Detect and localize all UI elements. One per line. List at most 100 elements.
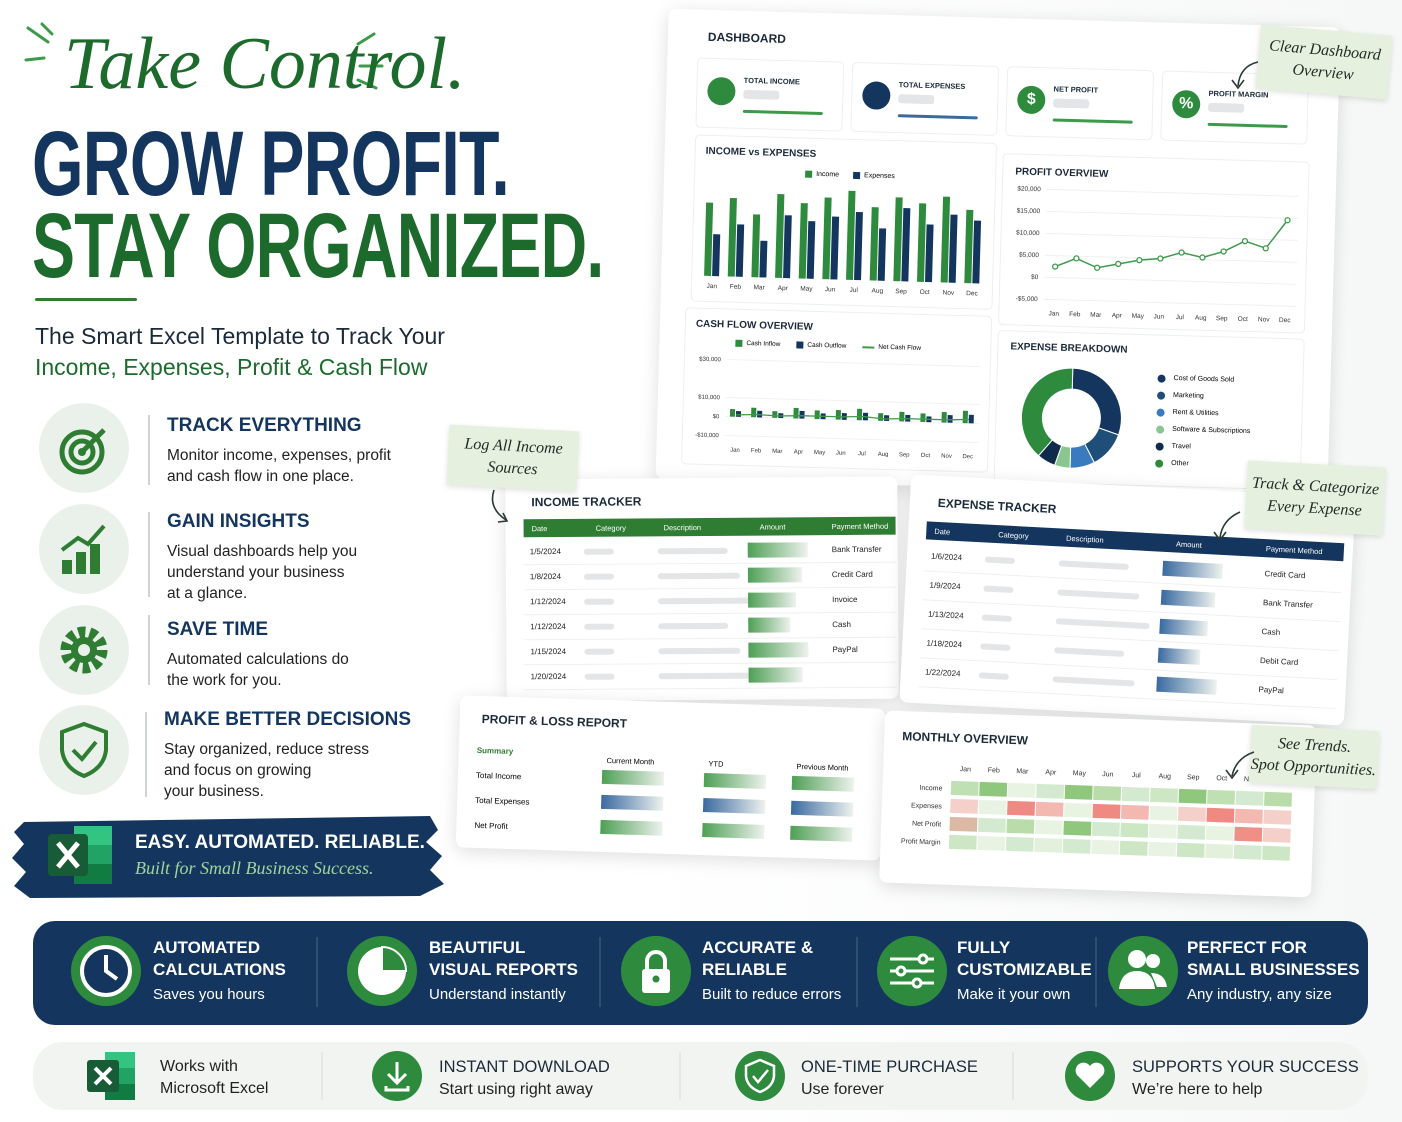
bar [962, 410, 968, 424]
benefit-title: ACCURATE & RELIABLE [702, 938, 814, 980]
x-tick-label: Mar [1090, 312, 1102, 319]
placeholder [584, 648, 615, 655]
bar [893, 197, 903, 282]
x-tick-label: Apr [794, 449, 804, 455]
column-header: Description [663, 523, 702, 533]
grid-line [725, 396, 980, 406]
x-tick-label: Aug [1158, 773, 1171, 780]
bar [941, 412, 947, 423]
heat-cell [1234, 808, 1263, 824]
x-tick-label: Mar [1016, 768, 1029, 775]
kpi-bar [742, 109, 823, 116]
placeholder [1058, 559, 1129, 570]
kpi-value-placeholder [743, 89, 780, 100]
heat-cell [1091, 821, 1120, 837]
heat-cell [1035, 801, 1064, 817]
kpi-label: PROFIT MARGIN [1208, 88, 1269, 100]
legend-label: Expenses [863, 172, 895, 181]
benefit-title: FULLY CUSTOMIZABLE [957, 938, 1092, 980]
bar [775, 194, 785, 278]
heat-cell [1120, 822, 1149, 838]
x-tick-label: Jul [1132, 772, 1142, 779]
feature-title: TRACK EVERYTHING [167, 415, 362, 436]
heatmap: JanFebMarAprMayJunJulAugSepOctNovDecInco… [901, 766, 1293, 861]
legend-swatch [1155, 458, 1164, 468]
x-tick-label: Oct [1216, 775, 1227, 782]
payment-method: Credit Card [831, 569, 873, 579]
table-row: 1/8/2024 Credit Card [523, 561, 896, 591]
date: 1/8/2024 [529, 571, 562, 581]
legend-label: Other [1171, 459, 1189, 468]
line-chart: $20,000 $15,000 $10,000 $5,000 $0 -$5,000 Jan F… [1016, 186, 1299, 324]
kpi-label: TOTAL INCOME [743, 75, 801, 87]
date: 1/6/2024 [930, 551, 963, 562]
row-label: Profit Margin [901, 838, 941, 846]
y-tick-label: -$10,000 [695, 433, 720, 440]
dashboard-title: DASHBOARD [707, 29, 787, 46]
value-placeholder [790, 800, 854, 817]
divider [35, 298, 137, 301]
heat-cell [948, 834, 977, 850]
kpi-card: TOTAL EXPENSES [850, 61, 1000, 136]
table-row: 1/15/2024 PayPal [524, 636, 897, 666]
feature-title: GAIN INSIGHTS [167, 511, 310, 532]
panel: EXPENSE BREAKDOWN Cost of Goods Sold Mark… [993, 330, 1305, 491]
point [1073, 255, 1080, 262]
kpi-icon [707, 76, 736, 106]
y-tick-label: $5,000 [1019, 252, 1039, 260]
y-tick-label: $20,000 [1017, 186, 1041, 194]
panel-title: INCOME TRACKER [531, 494, 642, 510]
bar [916, 203, 927, 282]
x-tick-label: Jul [858, 451, 866, 457]
bar [947, 415, 953, 423]
amount-placeholder [1160, 589, 1216, 608]
footer-item: ONE-TIME PURCHASE Use forever [801, 1056, 978, 1101]
grid-line [1044, 254, 1297, 263]
table-row: 1/5/2024 Bank Transfer [523, 536, 896, 566]
x-tick-label: Oct [1238, 316, 1248, 323]
placeholder [584, 598, 615, 605]
legend-label: Income [816, 170, 840, 179]
heat-cell [1120, 804, 1149, 820]
benefit-text: Any industry, any size [1187, 986, 1332, 1004]
x-tick-label: Jun [825, 286, 836, 293]
bar [822, 197, 832, 280]
y-tick-label: -$5,000 [1016, 296, 1039, 304]
row-label: Total Income [475, 770, 522, 782]
heat-cell [950, 798, 979, 814]
point [1115, 260, 1122, 268]
footer-text: We’re here to help [1132, 1081, 1263, 1099]
heat-cell [978, 799, 1007, 815]
legend-item: Income [805, 170, 840, 179]
y-tick-label: $10,000 [1016, 229, 1040, 237]
placeholder [981, 613, 1013, 622]
legend-swatch [735, 339, 743, 347]
kpi-value-placeholder [1053, 98, 1090, 109]
feature-text: Visual dashboards help you understand yo… [167, 543, 358, 602]
bar [924, 224, 934, 283]
bar [799, 410, 805, 419]
heat-cell [1148, 823, 1177, 839]
amount-placeholder [748, 591, 797, 608]
bar [735, 411, 742, 417]
x-tick-label: Jan [960, 766, 972, 773]
placeholder [658, 597, 753, 604]
heat-cell [1178, 788, 1207, 804]
benefit-title: BEAUTIFUL VISUAL REPORTS [429, 938, 578, 980]
panel-title: MONTHLY OVERVIEW [902, 729, 1029, 748]
y-tick-label: $15,000 [1017, 208, 1041, 216]
feature-text: Automated calculations do the work for y… [167, 651, 349, 689]
bar [772, 411, 778, 418]
column-header: Payment Method [1265, 544, 1323, 557]
value-placeholder [791, 775, 855, 792]
x-tick-label: Apr [1112, 312, 1123, 319]
legend-swatch [1156, 407, 1165, 417]
placeholder [1055, 617, 1150, 629]
payment-method: Cash [1261, 626, 1281, 637]
footer-text: Start using right away [439, 1081, 593, 1099]
legend-label: Cash Inflow [746, 340, 781, 348]
payment-method: PayPal [1258, 684, 1285, 695]
x-tick-label: Jun [1102, 771, 1114, 778]
bar [806, 221, 816, 279]
placeholder [658, 647, 741, 654]
